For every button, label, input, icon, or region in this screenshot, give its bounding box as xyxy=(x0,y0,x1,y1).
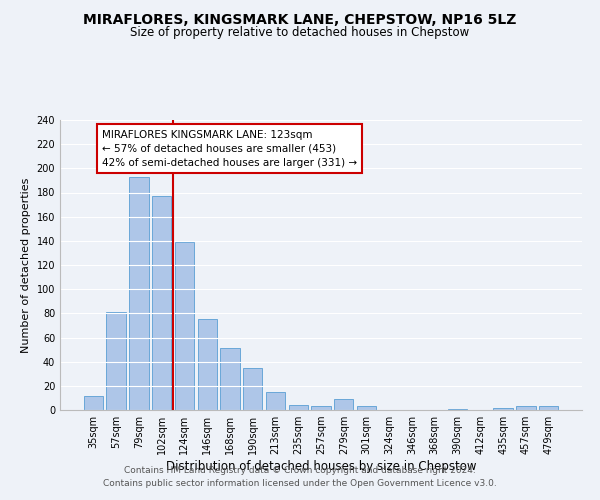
Text: MIRAFLORES, KINGSMARK LANE, CHEPSTOW, NP16 5LZ: MIRAFLORES, KINGSMARK LANE, CHEPSTOW, NP… xyxy=(83,12,517,26)
Bar xyxy=(106,312,126,410)
Bar xyxy=(129,177,149,410)
Bar xyxy=(311,406,331,410)
Bar xyxy=(448,409,467,410)
Bar xyxy=(289,405,308,410)
Text: MIRAFLORES KINGSMARK LANE: 123sqm
← 57% of detached houses are smaller (453)
42%: MIRAFLORES KINGSMARK LANE: 123sqm ← 57% … xyxy=(102,130,357,168)
Bar xyxy=(152,196,172,410)
Bar xyxy=(516,406,536,410)
Bar xyxy=(197,320,217,410)
Bar xyxy=(334,399,353,410)
Bar xyxy=(357,406,376,410)
Bar xyxy=(175,242,194,410)
Y-axis label: Number of detached properties: Number of detached properties xyxy=(21,178,31,352)
Bar xyxy=(539,406,558,410)
Text: Contains HM Land Registry data © Crown copyright and database right 2024.
Contai: Contains HM Land Registry data © Crown c… xyxy=(103,466,497,487)
Bar xyxy=(220,348,239,410)
X-axis label: Distribution of detached houses by size in Chepstow: Distribution of detached houses by size … xyxy=(166,460,476,473)
Bar xyxy=(243,368,262,410)
Bar xyxy=(84,396,103,410)
Bar xyxy=(493,408,513,410)
Text: Size of property relative to detached houses in Chepstow: Size of property relative to detached ho… xyxy=(130,26,470,39)
Bar xyxy=(266,392,285,410)
